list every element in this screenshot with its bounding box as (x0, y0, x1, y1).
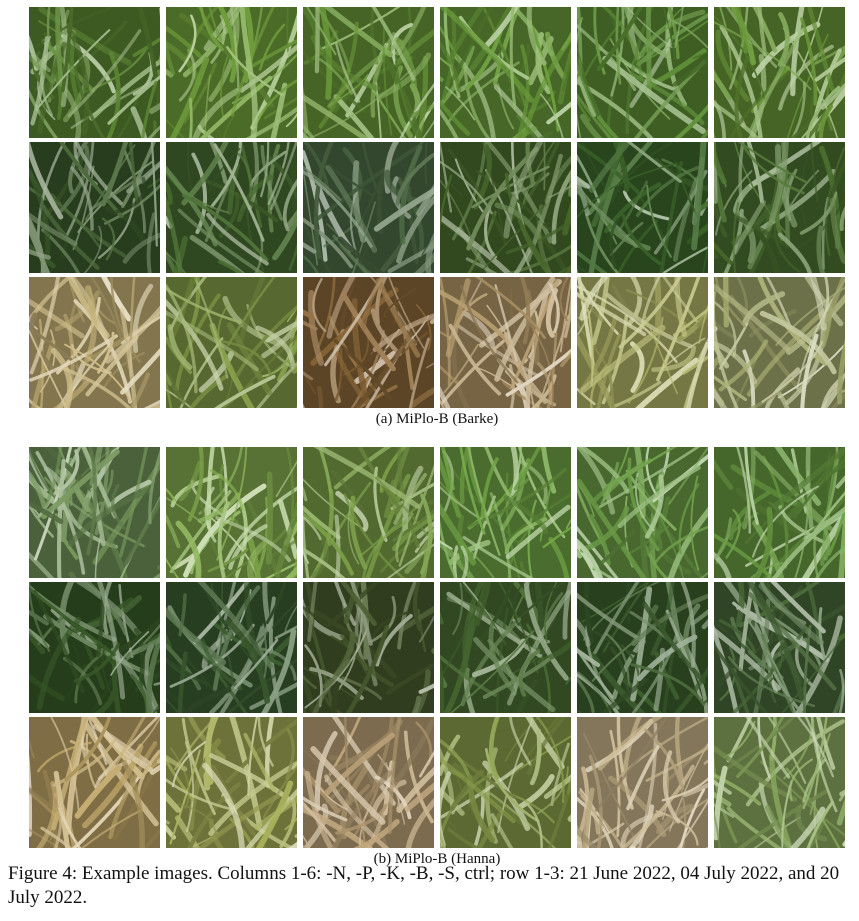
plant-photo (440, 277, 571, 408)
plant-photo (714, 717, 845, 848)
figure-caption: Figure 4: Example images. Columns 1-6: -… (8, 863, 840, 908)
plant-photo (166, 142, 297, 273)
plant-photo (303, 717, 434, 848)
plant-photo (303, 447, 434, 578)
plant-photo (714, 277, 845, 408)
plant-photo (29, 717, 160, 848)
plant-photo (440, 7, 571, 138)
plant-photo (166, 7, 297, 138)
image-grid-hanna (29, 447, 845, 848)
plant-photo (303, 142, 434, 273)
plant-photo (166, 582, 297, 713)
plant-photo (577, 582, 708, 713)
plant-photo (166, 277, 297, 408)
plant-photo (577, 447, 708, 578)
plant-photo (29, 7, 160, 138)
plant-photo (577, 7, 708, 138)
plant-photo (166, 447, 297, 578)
subcaption-hanna: (b) MiPlo-B (Hanna) (373, 851, 501, 867)
plant-photo (29, 142, 160, 273)
plant-photo (29, 447, 160, 578)
plant-photo (440, 142, 571, 273)
plant-photo (714, 7, 845, 138)
panel-barke: (a) MiPlo-B (Barke) (29, 7, 845, 428)
plant-photo (166, 717, 297, 848)
plant-photo (29, 277, 160, 408)
plant-photo (714, 142, 845, 273)
image-grid-barke (29, 7, 845, 408)
plant-photo (577, 717, 708, 848)
plant-photo (577, 277, 708, 408)
plant-photo (714, 582, 845, 713)
panel-hanna: (b) MiPlo-B (Hanna) (29, 447, 845, 868)
plant-photo (29, 582, 160, 713)
plant-photo (577, 142, 708, 273)
plant-photo (440, 717, 571, 848)
subcaption-barke: (a) MiPlo-B (Barke) (375, 411, 499, 427)
plant-photo (303, 582, 434, 713)
plant-photo (303, 277, 434, 408)
plant-photo (440, 582, 571, 713)
plant-photo (714, 447, 845, 578)
plant-photo (440, 447, 571, 578)
plant-photo (303, 7, 434, 138)
